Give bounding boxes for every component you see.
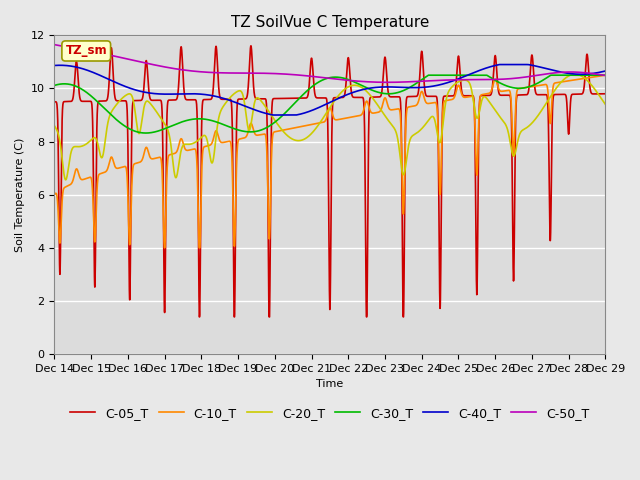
Line: C-30_T: C-30_T (54, 75, 605, 133)
C-40_T (532, 63, 540, 69)
C-50_T (602, 72, 609, 78)
C-50_T (262, 71, 269, 76)
C-30_T (286, 106, 294, 111)
C-10_T (146, 154, 154, 160)
C-10_T (262, 134, 269, 140)
C-50_T (146, 61, 154, 67)
C-05_T (262, 97, 270, 103)
C-05_T (247, 43, 255, 48)
Line: C-05_T: C-05_T (54, 46, 605, 317)
C-20_T (262, 104, 269, 110)
Title: TZ SoilVue C Temperature: TZ SoilVue C Temperature (230, 15, 429, 30)
C-10_T (286, 126, 294, 132)
C-05_T (146, 95, 154, 101)
C-10_T (532, 83, 540, 89)
C-50_T (51, 42, 58, 48)
C-20_T (113, 100, 121, 106)
C-40_T (146, 90, 154, 96)
C-05_T (195, 314, 203, 320)
C-40_T (496, 61, 504, 67)
C-50_T (113, 54, 121, 60)
C-40_T (591, 70, 599, 76)
C-40_T (286, 112, 294, 118)
C-30_T (591, 72, 599, 78)
C-40_T (113, 80, 121, 86)
C-10_T (161, 245, 168, 251)
C-05_T (286, 96, 294, 101)
C-30_T (262, 125, 269, 131)
C-20_T (591, 86, 599, 92)
C-50_T (383, 79, 391, 85)
C-10_T (602, 72, 609, 78)
C-10_T (591, 74, 598, 80)
C-40_T (262, 110, 269, 116)
C-20_T (532, 116, 540, 122)
C-05_T (113, 98, 121, 104)
C-30_T (602, 72, 609, 78)
C-05_T (602, 91, 609, 96)
C-20_T (602, 101, 609, 107)
Legend: C-05_T, C-10_T, C-20_T, C-30_T, C-40_T, C-50_T: C-05_T, C-10_T, C-20_T, C-30_T, C-40_T, … (65, 402, 595, 425)
X-axis label: Time: Time (316, 379, 344, 389)
C-05_T (532, 89, 540, 95)
C-10_T (51, 192, 58, 198)
C-20_T (62, 177, 70, 183)
C-30_T (424, 72, 432, 78)
C-05_T (51, 99, 58, 105)
C-30_T (51, 83, 58, 88)
C-50_T (532, 72, 540, 78)
C-30_T (142, 130, 150, 136)
C-05_T (591, 91, 599, 97)
C-30_T (147, 130, 154, 136)
C-40_T (269, 112, 277, 118)
Line: C-10_T: C-10_T (54, 75, 605, 248)
Text: TZ_sm: TZ_sm (65, 45, 107, 58)
C-40_T (51, 62, 58, 68)
C-50_T (591, 71, 598, 77)
Line: C-40_T: C-40_T (54, 64, 605, 115)
C-20_T (286, 134, 294, 140)
Y-axis label: Soil Temperature (C): Soil Temperature (C) (15, 138, 25, 252)
C-10_T (113, 166, 121, 171)
C-20_T (147, 100, 154, 106)
C-30_T (532, 81, 540, 87)
C-30_T (113, 118, 121, 123)
C-40_T (602, 68, 609, 74)
C-20_T (566, 72, 574, 78)
Line: C-20_T: C-20_T (54, 75, 605, 180)
C-50_T (285, 72, 293, 77)
C-20_T (51, 123, 58, 129)
Line: C-50_T: C-50_T (54, 45, 605, 82)
